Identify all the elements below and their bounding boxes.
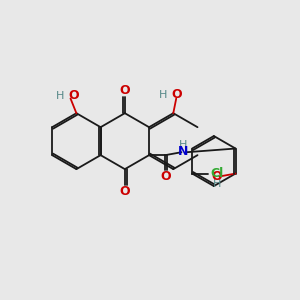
Text: O: O [212,170,222,183]
Text: O: O [171,88,181,101]
Text: Cl: Cl [211,167,224,180]
Text: N: N [178,145,188,158]
Text: H: H [56,91,64,100]
Text: H: H [213,179,221,189]
Text: O: O [160,170,171,183]
Text: H: H [179,140,187,150]
Text: H: H [159,90,167,100]
Text: O: O [119,185,130,198]
Text: O: O [119,84,130,97]
Text: O: O [68,89,79,102]
